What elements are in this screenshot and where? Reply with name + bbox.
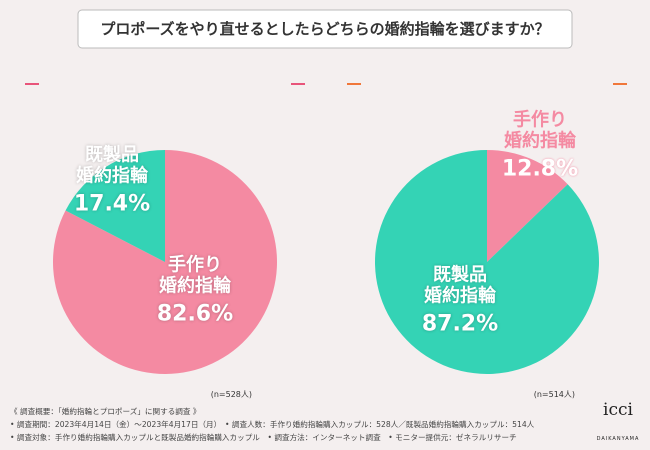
slice-label: 手作り 婚約指輪 [159,254,231,296]
slice-label: 既製品 婚約指輪 [76,144,148,186]
pie-slice [375,150,599,374]
main-title: プロポーズをやり直せるとしたらどちらの婚約指輪を選びますか？ [100,20,550,38]
sample-note: (n=514人) [533,390,575,399]
chart-subtitle: 手作り結婚指輪購入カップルが回答 [0,0,325,9]
footer-line: 《 調査概要：「婚約指輪とプロポーズ」に関する調査 》 [10,407,201,416]
footer-line: • 調査対象：手作り婚約指輪購入カップルと既製品婚約指輪購入カップル • 調査方… [10,433,517,442]
chart-subtitle: 既製品結婚指輪購入カップルが回答 [0,9,325,26]
footer-line: • 調査期間：2023年4月14日（金）〜2023年4月17日（月） • 調査人… [10,420,535,429]
value-label: 82.6% [156,301,234,327]
pie-slice [65,150,165,262]
logo-sub: DAIKANYAMA [596,436,640,442]
value-label: 17.4% [73,191,151,217]
pie-slice [53,150,278,375]
title-box [77,9,573,49]
sample-note: (n=528人) [210,390,252,399]
value-label: 87.2% [421,311,499,337]
logo: icci [603,400,633,420]
pie-slice [487,150,568,262]
value-label: 12.8% [501,156,579,182]
slice-label: 既製品 婚約指輪 [424,264,496,306]
slice-label: 手作り 婚約指輪 [504,109,576,151]
